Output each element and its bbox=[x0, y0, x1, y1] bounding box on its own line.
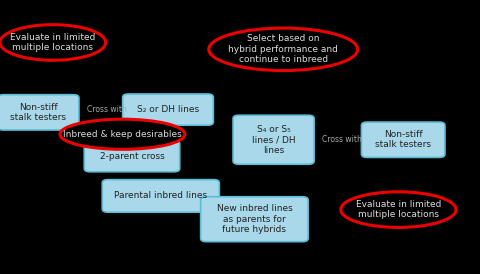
Text: S₂ or DH lines: S₂ or DH lines bbox=[137, 105, 199, 114]
Text: Select based on
hybrid performance and
continue to inbreed: Select based on hybrid performance and c… bbox=[228, 35, 338, 64]
Text: Evaluate in limited
multiple locations: Evaluate in limited multiple locations bbox=[10, 33, 96, 52]
Ellipse shape bbox=[341, 192, 456, 227]
FancyBboxPatch shape bbox=[201, 197, 308, 242]
FancyBboxPatch shape bbox=[361, 122, 445, 157]
Ellipse shape bbox=[60, 119, 185, 149]
FancyBboxPatch shape bbox=[102, 180, 219, 212]
Text: 2-parent cross: 2-parent cross bbox=[100, 152, 164, 161]
Text: Cross with: Cross with bbox=[86, 105, 127, 114]
Text: Cross with: Cross with bbox=[322, 135, 362, 144]
Text: S₄ or S₅
lines / DH
lines: S₄ or S₅ lines / DH lines bbox=[252, 125, 295, 155]
Ellipse shape bbox=[209, 28, 358, 71]
Text: New inbred lines
as parents for
future hybrids: New inbred lines as parents for future h… bbox=[216, 204, 292, 234]
Text: Parental inbred lines: Parental inbred lines bbox=[114, 192, 207, 200]
FancyBboxPatch shape bbox=[0, 95, 79, 130]
FancyBboxPatch shape bbox=[122, 94, 213, 125]
FancyBboxPatch shape bbox=[84, 141, 180, 172]
Text: Evaluate in limited
multiple locations: Evaluate in limited multiple locations bbox=[356, 200, 441, 219]
FancyBboxPatch shape bbox=[233, 115, 314, 164]
Text: Non-stiff
stalk testers: Non-stiff stalk testers bbox=[11, 103, 66, 122]
Ellipse shape bbox=[0, 25, 106, 60]
Text: Inbreed & keep desirables: Inbreed & keep desirables bbox=[63, 130, 182, 139]
Text: Non-stiff
stalk testers: Non-stiff stalk testers bbox=[375, 130, 431, 149]
